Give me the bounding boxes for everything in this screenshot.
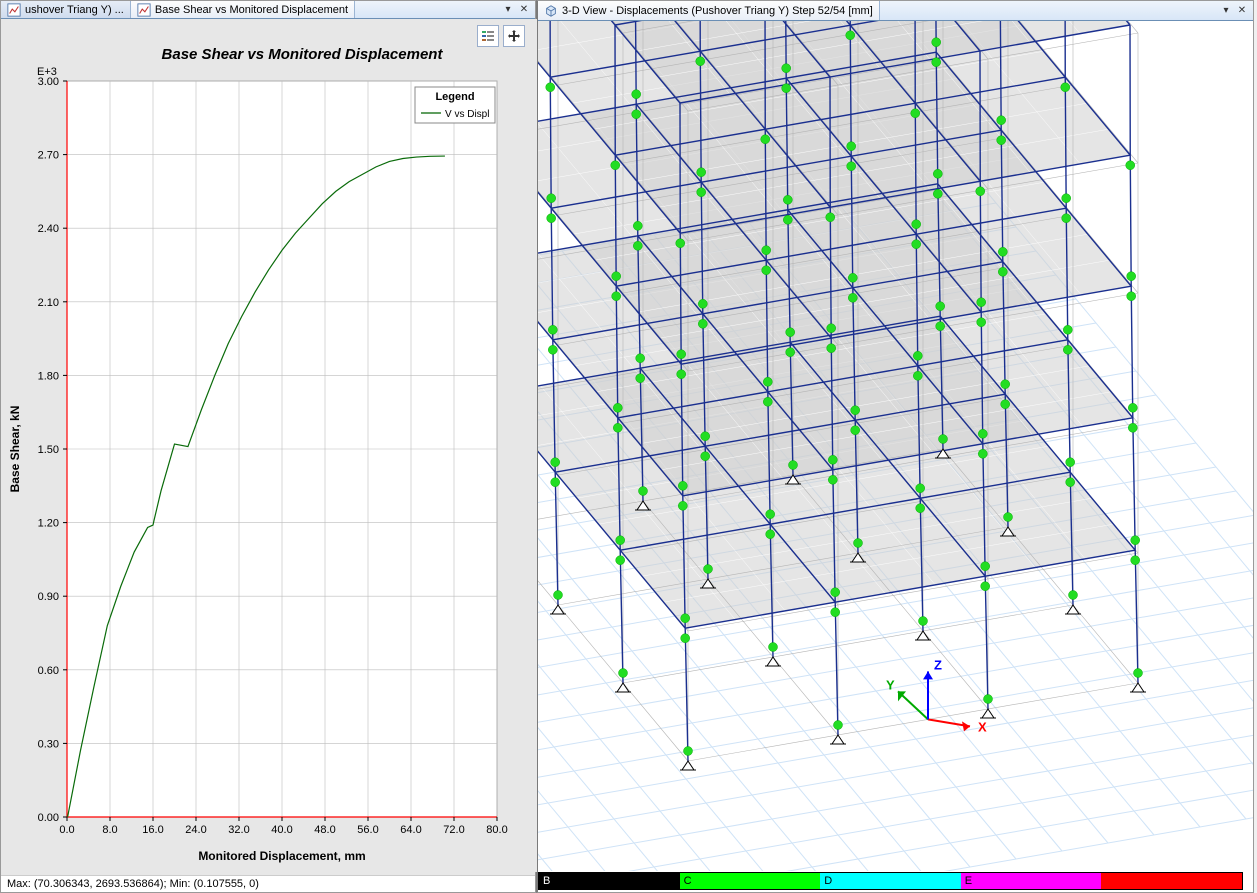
svg-text:Base Shear, kN: Base Shear, kN bbox=[8, 406, 22, 493]
status-text: Max: (70.306343, 2693.536864); Min: (0.1… bbox=[7, 878, 259, 890]
hinge-legend: BCDE bbox=[538, 872, 1243, 890]
pushover-chart: 0.0 8.0 16.0 24.0 32.0 40.0 48.0 56.0 64.0 72.0 80… bbox=[1, 19, 537, 872]
svg-text:24.0: 24.0 bbox=[185, 824, 206, 836]
svg-text:0.30: 0.30 bbox=[38, 738, 59, 750]
right-tab-strip: 3-D View - Displacements (Pushover Trian… bbox=[538, 1, 1253, 21]
3d-model: 23XYZ bbox=[538, 21, 1253, 871]
tab-pushover[interactable]: ushover Triang Y) ... bbox=[1, 1, 131, 18]
close-icon[interactable]: ✕ bbox=[1235, 4, 1249, 18]
tab-label: 3-D View - Displacements (Pushover Trian… bbox=[562, 5, 873, 17]
svg-text:0.60: 0.60 bbox=[38, 665, 59, 677]
svg-text:8.0: 8.0 bbox=[102, 824, 117, 836]
svg-text:16.0: 16.0 bbox=[142, 824, 163, 836]
svg-text:1.20: 1.20 bbox=[38, 518, 59, 530]
tab-label: Base Shear vs Monitored Displacement bbox=[155, 4, 348, 16]
svg-text:1.50: 1.50 bbox=[38, 444, 59, 456]
svg-text:Base Shear vs Monitored Displa: Base Shear vs Monitored Displacement bbox=[162, 46, 444, 63]
svg-text:Legend: Legend bbox=[435, 91, 474, 103]
svg-text:X: X bbox=[978, 719, 987, 734]
svg-text:Z: Z bbox=[934, 657, 942, 672]
legend-toggle-button[interactable] bbox=[477, 25, 499, 47]
svg-text:72.0: 72.0 bbox=[443, 824, 464, 836]
svg-text:48.0: 48.0 bbox=[314, 824, 335, 836]
svg-text:Y: Y bbox=[886, 677, 895, 692]
svg-text:2.10: 2.10 bbox=[38, 297, 59, 309]
svg-text:2.40: 2.40 bbox=[38, 223, 59, 235]
svg-text:0.00: 0.00 bbox=[38, 812, 59, 824]
left-tab-strip: ushover Triang Y) ... Base Shear vs Moni… bbox=[1, 1, 535, 19]
right-panel: 3-D View - Displacements (Pushover Trian… bbox=[536, 0, 1254, 893]
status-bar: Max: (70.306343, 2693.536864); Min: (0.1… bbox=[1, 875, 535, 892]
svg-text:64.0: 64.0 bbox=[400, 824, 421, 836]
left-panel: ushover Triang Y) ... Base Shear vs Moni… bbox=[0, 0, 536, 893]
svg-text:1.80: 1.80 bbox=[38, 370, 59, 382]
dropdown-icon[interactable]: ▾ bbox=[1219, 4, 1233, 18]
tab-baseshear[interactable]: Base Shear vs Monitored Displacement bbox=[131, 1, 355, 18]
svg-text:32.0: 32.0 bbox=[228, 824, 249, 836]
svg-text:40.0: 40.0 bbox=[271, 824, 292, 836]
svg-text:V vs Displ: V vs Displ bbox=[445, 109, 489, 120]
legend-cell: B bbox=[539, 873, 680, 889]
svg-text:E+3: E+3 bbox=[37, 66, 57, 78]
legend-cell: D bbox=[820, 873, 961, 889]
dropdown-icon[interactable]: ▾ bbox=[501, 3, 515, 17]
svg-text:0.0: 0.0 bbox=[59, 824, 74, 836]
chart-icon bbox=[7, 3, 21, 17]
svg-text:0.90: 0.90 bbox=[38, 591, 59, 603]
tab-controls: ▾ ✕ bbox=[501, 1, 535, 18]
svg-text:80.0: 80.0 bbox=[486, 824, 507, 836]
legend-cell: E bbox=[961, 873, 1102, 889]
tab-controls: ▾ ✕ bbox=[1219, 1, 1253, 20]
tab-3dview[interactable]: 3-D View - Displacements (Pushover Trian… bbox=[538, 1, 880, 20]
pan-button[interactable] bbox=[503, 25, 525, 47]
svg-text:56.0: 56.0 bbox=[357, 824, 378, 836]
close-icon[interactable]: ✕ bbox=[517, 3, 531, 17]
3d-viewport[interactable]: 23XYZ BCDE bbox=[538, 21, 1253, 892]
legend-cell: C bbox=[680, 873, 821, 889]
svg-text:2.70: 2.70 bbox=[38, 150, 59, 162]
list-icon bbox=[481, 29, 495, 43]
tab-label: ushover Triang Y) ... bbox=[25, 4, 124, 16]
chart-toolbar bbox=[477, 25, 525, 47]
chart-area: 0.0 8.0 16.0 24.0 32.0 40.0 48.0 56.0 64.0 72.0 80… bbox=[1, 19, 535, 875]
svg-text:Monitored Displacement, mm: Monitored Displacement, mm bbox=[198, 849, 365, 863]
chart-icon bbox=[137, 3, 151, 17]
move-icon bbox=[507, 29, 521, 43]
cube-icon bbox=[544, 4, 558, 18]
legend-cell bbox=[1101, 873, 1242, 889]
